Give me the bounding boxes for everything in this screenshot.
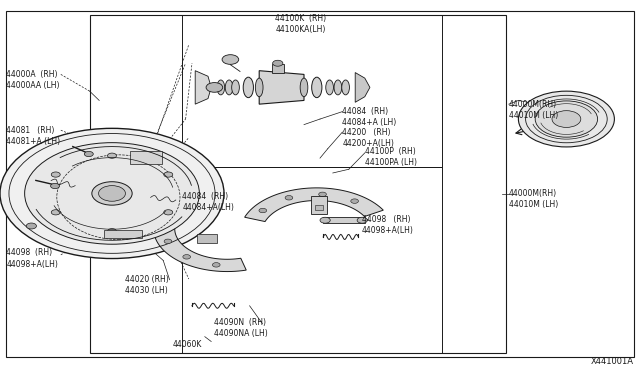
Text: 44098   (RH)
44098+A(LH): 44098 (RH) 44098+A(LH)	[362, 215, 413, 235]
Circle shape	[92, 182, 132, 205]
Text: 44060K: 44060K	[173, 340, 202, 349]
Polygon shape	[259, 71, 304, 104]
Circle shape	[108, 153, 116, 158]
Circle shape	[535, 101, 598, 137]
Circle shape	[212, 263, 220, 267]
Polygon shape	[195, 71, 211, 104]
Circle shape	[351, 199, 358, 203]
Bar	[90, 15, 506, 353]
Ellipse shape	[312, 77, 322, 98]
Ellipse shape	[217, 80, 225, 95]
Text: X441001A: X441001A	[591, 357, 634, 366]
Circle shape	[319, 192, 326, 196]
Polygon shape	[154, 211, 246, 272]
Bar	[182, 167, 442, 353]
Bar	[311, 196, 327, 214]
Circle shape	[552, 111, 581, 127]
Ellipse shape	[342, 80, 349, 95]
Bar	[198, 234, 217, 243]
Circle shape	[164, 239, 172, 244]
Bar	[129, 151, 162, 164]
Circle shape	[108, 228, 116, 234]
Circle shape	[51, 172, 60, 177]
Ellipse shape	[300, 78, 308, 97]
Text: 44000A  (RH)
44000AA (LH): 44000A (RH) 44000AA (LH)	[6, 70, 60, 90]
Bar	[323, 217, 365, 223]
Ellipse shape	[326, 80, 333, 95]
Circle shape	[206, 83, 223, 92]
Text: 44000M(RH)
44010M (LH): 44000M(RH) 44010M (LH)	[509, 100, 558, 120]
Text: 44020 (RH)
44030 (LH): 44020 (RH) 44030 (LH)	[125, 275, 168, 295]
Circle shape	[518, 91, 614, 147]
Circle shape	[0, 128, 224, 259]
Bar	[182, 15, 442, 167]
Text: 44100P  (RH)
44100PA (LH): 44100P (RH) 44100PA (LH)	[365, 147, 417, 167]
Ellipse shape	[225, 80, 233, 95]
Polygon shape	[355, 73, 370, 102]
Circle shape	[320, 217, 330, 223]
Ellipse shape	[334, 80, 342, 95]
Circle shape	[222, 55, 239, 64]
Text: 44090N  (RH)
44090NA (LH): 44090N (RH) 44090NA (LH)	[214, 318, 268, 338]
Circle shape	[285, 196, 292, 200]
Circle shape	[164, 210, 173, 215]
Ellipse shape	[232, 80, 239, 95]
Text: 44000M(RH)
44010M (LH): 44000M(RH) 44010M (LH)	[509, 189, 558, 209]
Circle shape	[25, 142, 200, 244]
Bar	[104, 230, 142, 237]
Text: 44200   (RH)
44200+A(LH): 44200 (RH) 44200+A(LH)	[342, 128, 394, 148]
Circle shape	[51, 210, 60, 215]
Circle shape	[357, 217, 367, 223]
Circle shape	[164, 172, 173, 177]
Text: 44100K  (RH)
44100KA(LH): 44100K (RH) 44100KA(LH)	[275, 14, 326, 34]
Text: 44098  (RH)
44098+A(LH): 44098 (RH) 44098+A(LH)	[6, 248, 58, 269]
Circle shape	[99, 186, 125, 201]
Circle shape	[51, 183, 60, 189]
Circle shape	[183, 254, 191, 259]
Text: 44084  (RH)
44084+A(LH): 44084 (RH) 44084+A(LH)	[182, 192, 234, 212]
Text: 44081   (RH)
44081+A (LH): 44081 (RH) 44081+A (LH)	[6, 126, 61, 146]
Circle shape	[26, 223, 36, 229]
Circle shape	[259, 208, 267, 213]
Bar	[272, 64, 284, 73]
Circle shape	[84, 151, 93, 157]
Circle shape	[273, 60, 283, 66]
Ellipse shape	[255, 78, 263, 97]
Polygon shape	[244, 188, 383, 222]
Text: 44084  (RH)
44084+A (LH): 44084 (RH) 44084+A (LH)	[342, 107, 397, 127]
Ellipse shape	[243, 77, 253, 98]
Bar	[315, 205, 323, 210]
